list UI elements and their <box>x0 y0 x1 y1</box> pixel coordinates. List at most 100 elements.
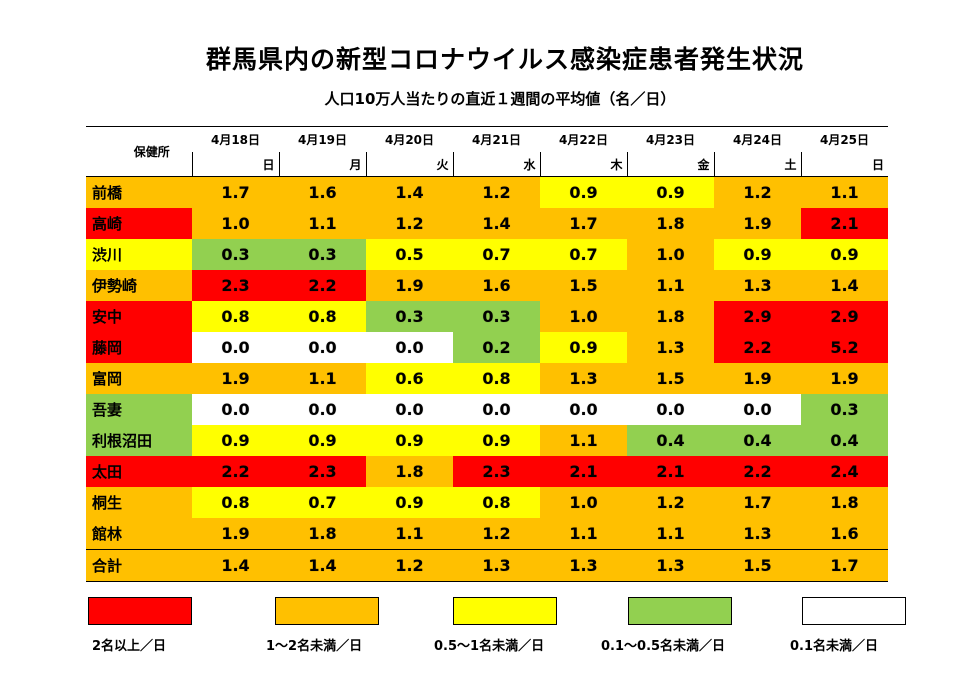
table-row: 高崎 1.0 1.1 1.2 1.4 1.7 1.8 1.9 2.1 <box>86 208 888 239</box>
value-cell: 1.9 <box>714 208 801 239</box>
date-header: 4月18日 <box>192 126 279 152</box>
date-header: 4月23日 <box>627 126 714 152</box>
value-cell: 0.8 <box>453 487 540 518</box>
value-cell: 0.9 <box>540 332 627 363</box>
total-row: 合計 1.4 1.4 1.2 1.3 1.3 1.3 1.5 1.7 <box>86 549 888 582</box>
value-cell: 0.9 <box>366 487 453 518</box>
weekday-header: 月 <box>278 152 366 177</box>
value-cell: 0.0 <box>279 394 366 425</box>
health-center-name: 利根沼田 <box>86 425 192 456</box>
weekday-header: 日 <box>191 152 279 177</box>
value-cell: 1.9 <box>801 363 888 394</box>
value-cell: 1.5 <box>540 270 627 301</box>
value-cell: 2.3 <box>192 270 279 301</box>
value-cell: 1.6 <box>279 176 366 208</box>
value-cell: 1.9 <box>192 363 279 394</box>
value-cell: 1.2 <box>366 549 453 582</box>
value-cell: 1.3 <box>627 549 714 582</box>
health-center-name: 太田 <box>86 456 192 487</box>
health-center-name: 安中 <box>86 301 192 332</box>
value-cell: 1.2 <box>366 208 453 239</box>
value-cell: 1.3 <box>714 270 801 301</box>
value-cell: 0.9 <box>453 425 540 456</box>
value-cell: 0.7 <box>279 487 366 518</box>
value-cell: 1.0 <box>627 239 714 270</box>
table-row: 安中 0.8 0.8 0.3 0.3 1.0 1.8 2.9 2.9 <box>86 301 888 332</box>
value-cell: 1.6 <box>453 270 540 301</box>
value-cell: 2.3 <box>279 456 366 487</box>
value-cell: 1.3 <box>627 332 714 363</box>
weekday-header: 土 <box>713 152 801 177</box>
table-row: 吾妻 0.0 0.0 0.0 0.0 0.0 0.0 0.0 0.3 <box>86 394 888 425</box>
value-cell: 1.9 <box>192 518 279 550</box>
value-cell: 0.4 <box>801 425 888 456</box>
total-label: 合計 <box>86 549 192 582</box>
legend-swatch <box>453 597 557 625</box>
value-cell: 0.0 <box>279 332 366 363</box>
value-cell: 1.8 <box>627 208 714 239</box>
weekday-header: 日 <box>800 152 888 177</box>
table-row: 藤岡 0.0 0.0 0.0 0.2 0.9 1.3 2.2 5.2 <box>86 332 888 363</box>
value-cell: 1.3 <box>540 363 627 394</box>
table-row: 渋川 0.3 0.3 0.5 0.7 0.7 1.0 0.9 0.9 <box>86 239 888 270</box>
value-cell: 0.0 <box>366 394 453 425</box>
value-cell: 0.0 <box>192 394 279 425</box>
value-cell: 0.3 <box>366 301 453 332</box>
value-cell: 1.1 <box>366 518 453 550</box>
legend-label: 0.1～0.5名未満／日 <box>601 639 726 654</box>
legend-swatch <box>802 597 906 625</box>
value-cell: 1.1 <box>279 208 366 239</box>
value-cell: 1.3 <box>453 549 540 582</box>
value-cell: 2.2 <box>192 456 279 487</box>
value-cell: 1.1 <box>627 518 714 550</box>
health-center-name: 館林 <box>86 518 192 550</box>
value-cell: 5.2 <box>801 332 888 363</box>
date-header: 4月19日 <box>279 126 366 152</box>
value-cell: 0.9 <box>714 239 801 270</box>
health-center-name: 桐生 <box>86 487 192 518</box>
date-header: 4月22日 <box>540 126 627 152</box>
value-cell: 1.2 <box>714 176 801 208</box>
value-cell: 0.9 <box>366 425 453 456</box>
value-cell: 0.9 <box>192 425 279 456</box>
table-body: 前橋 1.7 1.6 1.4 1.2 0.9 0.9 1.2 1.1 高崎 1.0 1.1 1.2 1.4… <box>86 176 888 582</box>
legend-label: 2名以上／日 <box>92 639 167 654</box>
value-cell: 1.3 <box>714 518 801 550</box>
value-cell: 1.1 <box>279 363 366 394</box>
value-cell: 1.5 <box>627 363 714 394</box>
value-cell: 1.1 <box>801 176 888 208</box>
date-header: 4月21日 <box>453 126 540 152</box>
value-cell: 2.2 <box>714 456 801 487</box>
legend-swatch <box>88 597 192 625</box>
date-header: 4月24日 <box>714 126 801 152</box>
value-cell: 0.7 <box>453 239 540 270</box>
value-cell: 1.8 <box>627 301 714 332</box>
value-cell: 0.0 <box>540 394 627 425</box>
value-cell: 1.7 <box>192 176 279 208</box>
value-cell: 0.0 <box>366 332 453 363</box>
value-cell: 0.4 <box>627 425 714 456</box>
value-cell: 1.2 <box>453 518 540 550</box>
value-cell: 1.7 <box>801 549 888 582</box>
table-row: 前橋 1.7 1.6 1.4 1.2 0.9 0.9 1.2 1.1 <box>86 176 888 208</box>
weekday-header: 火 <box>365 152 453 177</box>
value-cell: 2.2 <box>714 332 801 363</box>
date-header: 4月25日 <box>801 126 888 152</box>
value-cell: 2.2 <box>279 270 366 301</box>
value-cell: 1.5 <box>714 549 801 582</box>
value-cell: 1.7 <box>540 208 627 239</box>
value-cell: 0.0 <box>453 394 540 425</box>
value-cell: 1.4 <box>192 549 279 582</box>
table-row: 富岡 1.9 1.1 0.6 0.8 1.3 1.5 1.9 1.9 <box>86 363 888 394</box>
value-cell: 1.0 <box>540 301 627 332</box>
table-row: 桐生 0.8 0.7 0.9 0.8 1.0 1.2 1.7 1.8 <box>86 487 888 518</box>
weekday-header: 木 <box>539 152 627 177</box>
weekday-header: 水 <box>452 152 540 177</box>
legend-swatch <box>628 597 732 625</box>
value-cell: 2.4 <box>801 456 888 487</box>
table-row: 伊勢崎 2.3 2.2 1.9 1.6 1.5 1.1 1.3 1.4 <box>86 270 888 301</box>
value-cell: 1.9 <box>366 270 453 301</box>
health-center-name: 渋川 <box>86 239 192 270</box>
value-cell: 1.1 <box>627 270 714 301</box>
value-cell: 0.8 <box>279 301 366 332</box>
